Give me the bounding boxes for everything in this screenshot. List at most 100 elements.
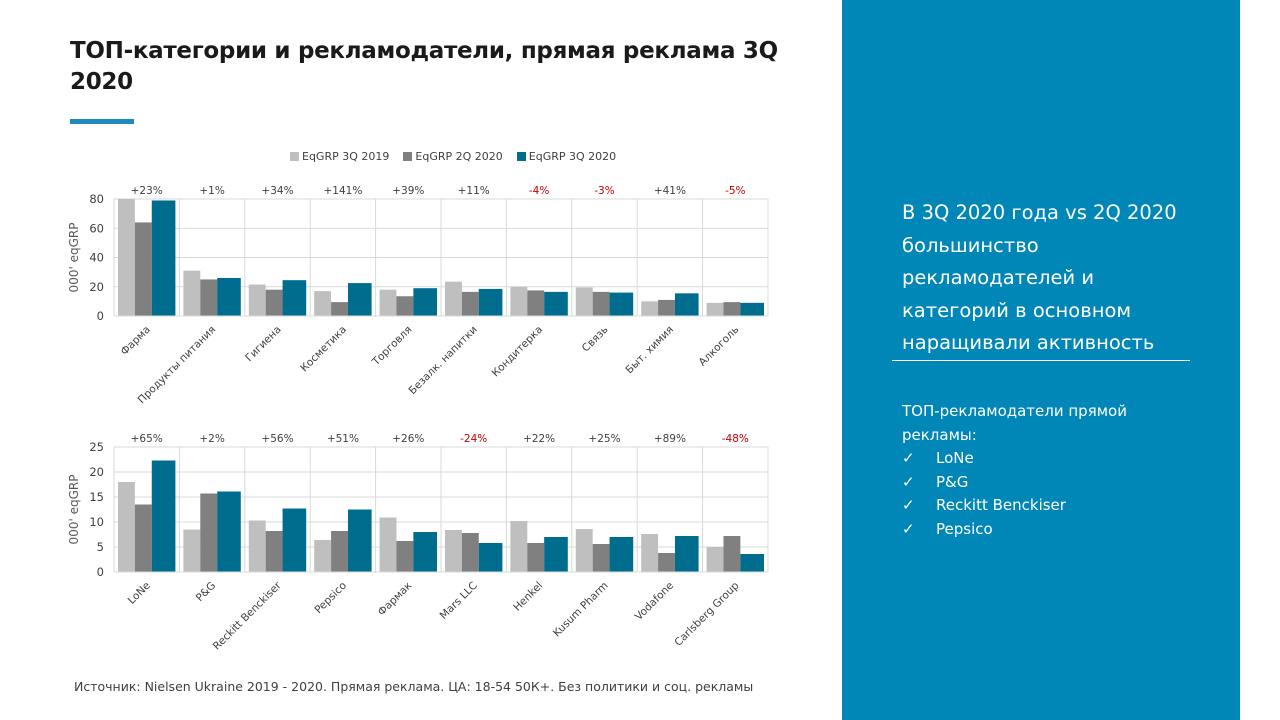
bar-3q2020 bbox=[413, 532, 437, 572]
change-label: -5% bbox=[725, 185, 745, 197]
change-label: +2% bbox=[199, 433, 224, 445]
bar-3q2019 bbox=[379, 289, 397, 316]
list-item: ✓ P&G bbox=[902, 471, 1202, 495]
bar-2q2020 bbox=[592, 544, 610, 572]
bar-3q2019 bbox=[641, 301, 659, 316]
bar-3q2020 bbox=[347, 509, 372, 572]
bar-2q2020 bbox=[265, 531, 283, 572]
page-title: ТОП-категории и рекламодатели, прямая ре… bbox=[70, 38, 778, 95]
y-axis-title: 000' eqGRP bbox=[67, 475, 81, 545]
y-tick-label: 25 bbox=[89, 440, 104, 454]
bar-3q2019 bbox=[641, 534, 659, 572]
change-label: +22% bbox=[523, 433, 555, 445]
x-tick-label: Фармак bbox=[376, 580, 415, 619]
x-tick-label: Mars LLC bbox=[438, 580, 480, 622]
list-item-label: LoNe bbox=[936, 449, 974, 467]
bar-3q2019 bbox=[575, 529, 593, 572]
bar-3q2019 bbox=[510, 521, 528, 572]
change-label: -4% bbox=[529, 185, 549, 197]
legend-swatch bbox=[403, 152, 413, 161]
bar-3q2020 bbox=[740, 554, 764, 572]
bar-3q2020 bbox=[478, 543, 503, 572]
change-label: +65% bbox=[131, 433, 163, 445]
y-tick-label: 10 bbox=[89, 515, 104, 529]
bar-2q2020 bbox=[396, 296, 414, 316]
bar-3q2019 bbox=[379, 517, 397, 572]
checkmark-icon: ✓ bbox=[902, 519, 915, 538]
bar-2q2020 bbox=[592, 291, 610, 316]
change-label: -24% bbox=[460, 433, 487, 445]
y-tick-label: 60 bbox=[89, 221, 104, 235]
checkmark-icon: ✓ bbox=[902, 496, 915, 514]
y-tick-label: 20 bbox=[89, 465, 104, 479]
bar-3q2019 bbox=[183, 270, 201, 316]
x-tick-label: P&G bbox=[194, 580, 219, 605]
bar-2q2020 bbox=[331, 302, 348, 316]
bar-3q2020 bbox=[544, 537, 568, 572]
change-label: +41% bbox=[654, 185, 686, 197]
bar-3q2020 bbox=[217, 277, 241, 316]
x-tick-label: Связь bbox=[580, 324, 611, 355]
summary-panel: В 3Q 2020 года vs 2Q 2020 большинство ре… bbox=[842, 0, 1240, 720]
bar-2q2020 bbox=[461, 291, 479, 316]
bar-3q2020 bbox=[544, 291, 568, 316]
bar-3q2020 bbox=[674, 536, 699, 572]
change-label: +34% bbox=[261, 185, 293, 197]
panel-divider bbox=[892, 360, 1190, 361]
bar-3q2020 bbox=[478, 288, 503, 316]
bar-2q2020 bbox=[134, 504, 152, 572]
bar-3q2020 bbox=[282, 280, 307, 316]
x-tick-label: LoNe bbox=[126, 580, 153, 607]
bar-3q2020 bbox=[282, 508, 307, 572]
x-tick-label: Гигиена bbox=[243, 324, 284, 365]
bar-3q2019 bbox=[118, 199, 135, 316]
bar-3q2020 bbox=[609, 537, 634, 572]
legend-item-3q2020: EqGRP 3Q 2020 bbox=[516, 150, 617, 163]
legend-swatch bbox=[516, 152, 526, 161]
x-tick-label: Кондитерка bbox=[489, 324, 545, 380]
legend-swatch bbox=[290, 152, 299, 161]
change-label: +51% bbox=[327, 433, 359, 445]
title-accent-bar bbox=[70, 119, 134, 124]
checkmark-icon: ✓ bbox=[902, 472, 915, 491]
x-tick-label: Алкоголь bbox=[697, 324, 742, 369]
y-tick-label: 0 bbox=[97, 565, 104, 579]
top-advertisers-block: ТОП-рекламодатели прямой рекламы: ✓ LoNe… bbox=[902, 400, 1202, 541]
legend-label: EqGRP 3Q 2020 bbox=[528, 150, 617, 163]
bar-3q2019 bbox=[510, 286, 528, 316]
checkmark-icon: ✓ bbox=[902, 449, 915, 467]
bar-3q2020 bbox=[347, 283, 372, 316]
bar-2q2020 bbox=[200, 279, 218, 316]
bar-2q2020 bbox=[200, 493, 218, 572]
x-tick-label: Косметика bbox=[298, 324, 349, 375]
legend-label: EqGRP 2Q 2020 bbox=[415, 150, 503, 163]
change-label: -48% bbox=[722, 433, 749, 445]
x-tick-label: Reckitt Benckiser bbox=[211, 579, 284, 652]
bar-2q2020 bbox=[658, 553, 675, 572]
bar-3q2019 bbox=[118, 482, 135, 572]
bar-3q2020 bbox=[217, 491, 241, 572]
change-label: +1% bbox=[199, 185, 224, 197]
bar-3q2020 bbox=[740, 302, 764, 316]
change-label: +39% bbox=[392, 185, 424, 197]
y-axis-title: 000' eqGRP bbox=[67, 223, 81, 293]
x-tick-label: Kusum Pharm bbox=[551, 580, 611, 640]
bar-3q2020 bbox=[413, 288, 437, 316]
bar-3q2020 bbox=[609, 292, 634, 316]
bar-2q2020 bbox=[461, 533, 479, 572]
source-note: Источник: Nielsen Ukraine 2019 - 2020. П… bbox=[74, 679, 754, 694]
legend-item-3q2019: EqGRP 3Q 2019 bbox=[290, 150, 389, 163]
bar-3q2019 bbox=[706, 302, 724, 316]
summary-text: В 3Q 2020 года vs 2Q 2020 большинство ре… bbox=[902, 201, 1177, 354]
y-tick-label: 80 bbox=[89, 192, 104, 206]
bar-3q2019 bbox=[445, 530, 462, 572]
change-label: +25% bbox=[588, 433, 620, 445]
legend-item-2q2020: EqGRP 2Q 2020 bbox=[403, 150, 503, 163]
change-label: +23% bbox=[131, 185, 163, 197]
list-item-label: Pepsico bbox=[936, 519, 993, 538]
list-item: ✓ Reckitt Benckiser bbox=[902, 494, 1202, 518]
change-label: +11% bbox=[458, 185, 490, 197]
bar-2q2020 bbox=[396, 541, 414, 572]
list-item: ✓ Pepsico bbox=[902, 518, 1202, 542]
change-label: +56% bbox=[261, 433, 293, 445]
